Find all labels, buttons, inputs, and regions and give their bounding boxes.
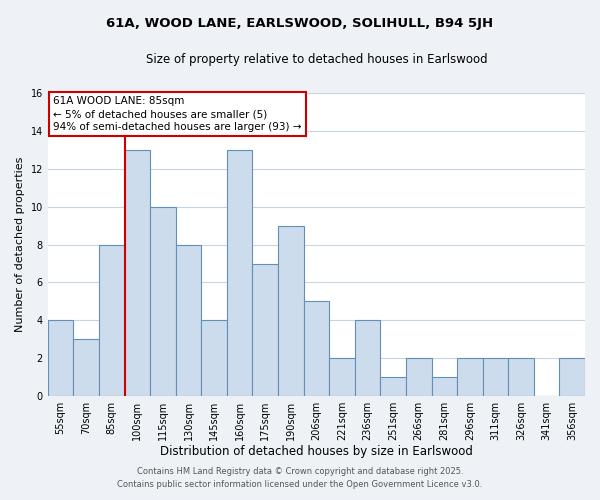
- Text: 61A WOOD LANE: 85sqm
← 5% of detached houses are smaller (5)
94% of semi-detache: 61A WOOD LANE: 85sqm ← 5% of detached ho…: [53, 96, 301, 132]
- Bar: [304, 302, 329, 396]
- Bar: [253, 264, 278, 396]
- Bar: [559, 358, 585, 396]
- Bar: [125, 150, 150, 396]
- Bar: [48, 320, 73, 396]
- Bar: [431, 377, 457, 396]
- X-axis label: Distribution of detached houses by size in Earlswood: Distribution of detached houses by size …: [160, 444, 473, 458]
- Bar: [99, 244, 125, 396]
- Bar: [406, 358, 431, 396]
- Bar: [482, 358, 508, 396]
- Bar: [176, 244, 201, 396]
- Y-axis label: Number of detached properties: Number of detached properties: [15, 157, 25, 332]
- Text: Contains HM Land Registry data © Crown copyright and database right 2025.
Contai: Contains HM Land Registry data © Crown c…: [118, 468, 482, 489]
- Bar: [227, 150, 253, 396]
- Bar: [73, 340, 99, 396]
- Bar: [201, 320, 227, 396]
- Bar: [380, 377, 406, 396]
- Title: Size of property relative to detached houses in Earlswood: Size of property relative to detached ho…: [146, 52, 487, 66]
- Bar: [150, 206, 176, 396]
- Bar: [355, 320, 380, 396]
- Bar: [278, 226, 304, 396]
- Bar: [457, 358, 482, 396]
- Bar: [508, 358, 534, 396]
- Text: 61A, WOOD LANE, EARLSWOOD, SOLIHULL, B94 5JH: 61A, WOOD LANE, EARLSWOOD, SOLIHULL, B94…: [106, 18, 494, 30]
- Bar: [329, 358, 355, 396]
